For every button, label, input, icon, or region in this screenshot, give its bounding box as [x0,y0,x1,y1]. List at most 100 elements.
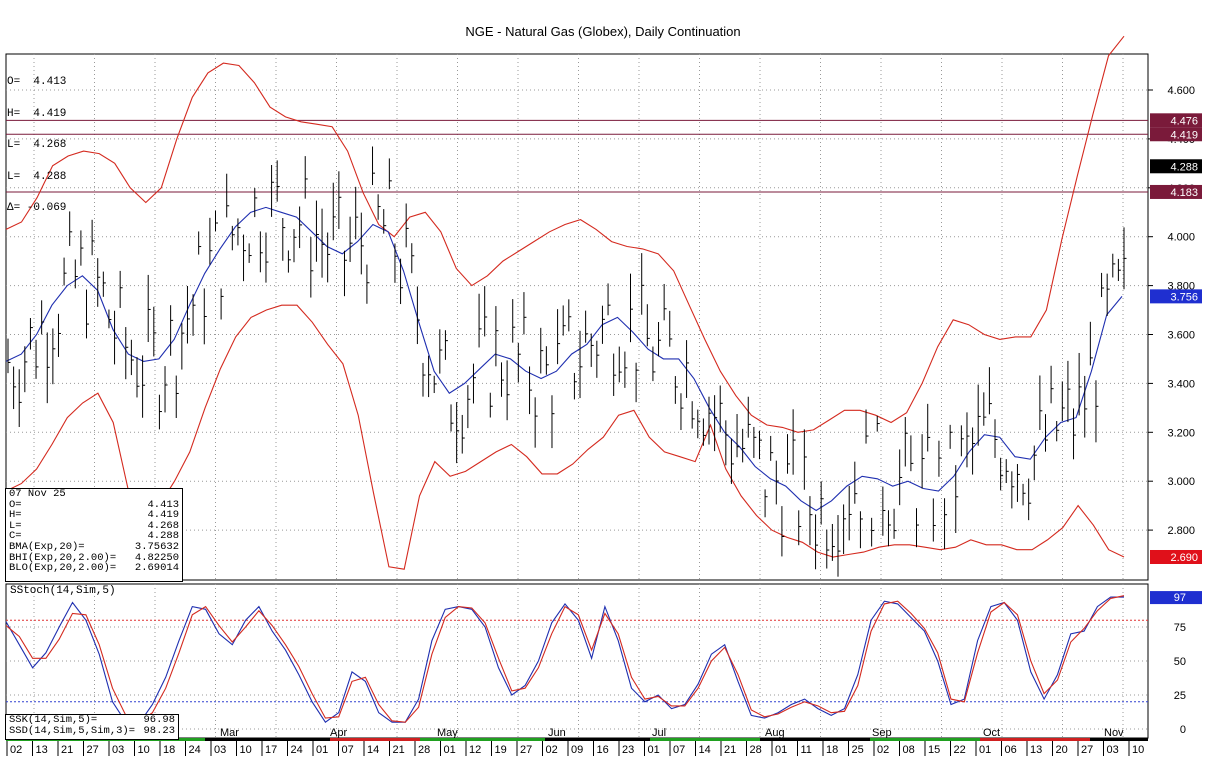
x-day-label: 28 [750,744,762,756]
x-day-label: 19 [495,744,507,756]
x-day-label: 13 [36,744,48,756]
x-day-label: 07 [342,744,354,756]
info-row: C= 4.288 [9,530,179,543]
timeline-strip [870,738,980,741]
x-day-label: 02 [10,744,22,756]
price-label-box [1150,184,1202,199]
x-day-label: 28 [418,744,430,756]
x-day-label: 09 [571,744,583,756]
x-day-label: 01 [648,744,660,756]
bollinger-upper-line [5,35,1125,433]
info-row: BHI(Exp,20,2.00)= 4.82250 [9,551,179,564]
price-label-box [1150,549,1202,564]
x-day-label: 01 [316,744,328,756]
y-tick-label: 3.000 [1167,476,1195,488]
stoch-row: SSK(14,Sim,5)= 96.98 [9,714,175,726]
info-row: O= 4.413 [9,498,179,511]
x-day-label: 21 [724,744,736,756]
x-month-label: Sep [872,727,892,739]
x-day-label: 10 [1132,744,1144,756]
bollinger-lower-line [5,304,1125,570]
price-label: 4.419 [1170,129,1198,141]
stoch-d-line [5,595,1125,723]
timeline-strip [545,738,650,741]
x-month-label: Oct [983,727,1000,739]
stoch-k-line [5,596,1124,725]
x-day-label: 10 [138,744,150,756]
x-day-label: 25 [852,744,864,756]
x-day-label: 03 [214,744,226,756]
x-month-label: Jul [652,727,666,739]
info-date: 07 Nov 25 [9,488,66,500]
ohlc-readout: O= 4.413 H= 4.419 L= 4.268 L= 4.288 Δ= -… [7,56,66,224]
x-month-label: Nov [1104,727,1124,739]
price-label-box [1150,159,1202,174]
timeline-strip [980,738,1090,741]
x-day-label: 03 [1107,744,1119,756]
info-row: BLO(Exp,20,2.00)= 2.69014 [9,562,179,575]
x-day-label: 24 [291,744,303,756]
ohlc-open: O= 4.413 [7,76,67,88]
price-label: 4.183 [1170,187,1198,199]
x-day-label: 21 [393,744,405,756]
y-tick-label: 2.800 [1167,525,1195,537]
x-day-label: 21 [61,744,73,756]
x-day-label: 02 [546,744,558,756]
price-label-box [1150,289,1202,304]
timeline-strip [650,738,760,741]
x-month-label: Aug [765,727,785,739]
x-day-label: 18 [826,744,838,756]
price-label-box [1150,113,1202,128]
price-label: 3.756 [1170,291,1198,303]
moving-average-line [5,206,1123,512]
x-day-label: 16 [597,744,609,756]
x-day-label: 27 [1081,744,1093,756]
x-day-label: 24 [189,744,201,756]
x-day-label: 03 [112,744,124,756]
info-box: 07 Nov 25 O= 4.413 H= 4.419 L= 4.268 C= 4.28… [5,488,183,582]
x-day-label: 08 [903,744,915,756]
timeline-strip [205,738,330,741]
info-row: BMA(Exp,20)= 3.75632 [9,540,179,553]
x-day-label: 01 [444,744,456,756]
x-day-label: 01 [775,744,787,756]
x-day-label: 14 [367,744,379,756]
x-day-label: 15 [928,744,940,756]
x-day-label: 27 [520,744,532,756]
x-month-label: Apr [330,727,347,739]
timeline-strip [1090,738,1148,741]
y-tick-label: 3.400 [1167,378,1195,390]
info-row: H= 4.419 [9,509,179,522]
stoch-tick-label: 0 [1180,724,1186,736]
x-day-label: 27 [87,744,99,756]
x-day-label: 17 [265,744,277,756]
timeline-strip [760,738,870,741]
stoch-label: 97 [1174,592,1186,604]
ohlc-change: Δ= -0.069 [7,202,67,214]
y-tick-label: 3.600 [1167,330,1195,342]
stoch-title: SStoch(14,Sim,5) [10,585,116,597]
price-label: 2.690 [1170,552,1198,564]
x-day-label: 13 [1030,744,1042,756]
y-tick-label: 3.200 [1167,427,1195,439]
x-month-label: Jun [548,727,566,739]
stoch-label-box [1150,591,1202,605]
ohlc-low: L= 4.268 [7,139,67,151]
stoch-tick-label: 50 [1174,656,1186,668]
ohlc-last: L= 4.288 [7,170,67,183]
x-day-label: 02 [877,744,889,756]
y-tick-label: 4.000 [1167,232,1195,244]
price-panel [5,53,1149,581]
stoch-row: SSD(14,Sim,5,Sim,3)= 98.23 [9,725,175,737]
x-day-label: 14 [699,744,711,756]
x-day-label: 01 [979,744,991,756]
stoch-tick-label: 75 [1174,622,1186,634]
stoch-box: SSK(14,Sim,5)= 96.98 SSD(14,Sim,5,Sim,3)=… [5,714,179,740]
x-day-label: 12 [469,744,481,756]
x-day-label: 10 [240,744,252,756]
info-row: L= 4.268 [9,519,179,532]
timeline-strip [330,738,420,741]
price-label: 4.288 [1170,161,1198,173]
x-day-label: 18 [163,744,175,756]
